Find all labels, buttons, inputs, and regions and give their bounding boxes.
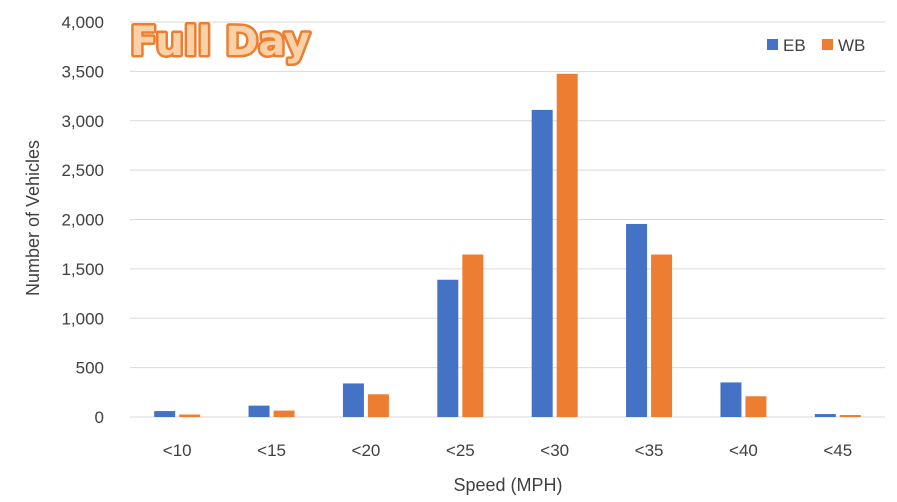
- bar-eb-2: [342, 383, 364, 417]
- x-tick-label: <10: [163, 441, 192, 460]
- bar-eb-6: [720, 382, 742, 417]
- bar-wb-1: [273, 410, 295, 417]
- bar-wb-4: [556, 73, 578, 417]
- x-tick-label: <15: [257, 441, 286, 460]
- y-tick-label: 3,000: [61, 112, 104, 131]
- legend-label-eb: EB: [783, 36, 806, 55]
- x-axis-ticks: <10 <15 <20 <25 <30 <35 <40 <45: [163, 441, 852, 460]
- bar-wb-2: [367, 394, 389, 417]
- legend-swatch-wb: [822, 39, 833, 50]
- y-tick-label: 3,500: [61, 62, 104, 81]
- bar-wb-3: [462, 254, 484, 417]
- bar-eb-5: [626, 223, 648, 417]
- y-tick-label: 2,500: [61, 161, 104, 180]
- x-tick-label: <45: [823, 441, 852, 460]
- y-tick-label: 1,000: [61, 309, 104, 328]
- y-tick-label: 2,000: [61, 211, 104, 230]
- bar-eb-0: [154, 411, 176, 417]
- legend-swatch-eb: [767, 39, 778, 50]
- bar-wb-5: [651, 254, 673, 417]
- bars: [154, 73, 861, 417]
- chart-title: Full Day: [130, 19, 310, 65]
- gridlines: [130, 21, 885, 418]
- x-tick-label: <25: [446, 441, 475, 460]
- y-tick-label: 1,500: [61, 260, 104, 279]
- bar-wb-7: [839, 415, 861, 417]
- x-tick-label: <20: [352, 441, 381, 460]
- x-tick-label: <35: [635, 441, 664, 460]
- x-tick-label: <30: [540, 441, 569, 460]
- y-tick-label: 500: [76, 359, 104, 378]
- legend: EB WB: [767, 36, 865, 55]
- y-tick-label: 0: [95, 408, 104, 427]
- legend-label-wb: WB: [838, 36, 865, 55]
- x-axis-title: Speed (MPH): [453, 475, 562, 495]
- y-axis-title: Number of Vehicles: [23, 140, 43, 296]
- bar-wb-0: [179, 414, 201, 417]
- bar-eb-3: [437, 279, 459, 417]
- x-tick-label: <40: [729, 441, 758, 460]
- bar-eb-4: [531, 109, 553, 417]
- bar-eb-7: [814, 414, 836, 417]
- y-tick-label: 4,000: [61, 13, 104, 32]
- y-axis-ticks: 0 500 1,000 1,500 2,000 2,500 3,000 3,500 4,000: [61, 13, 104, 427]
- bar-wb-6: [745, 396, 767, 417]
- bar-eb-1: [248, 405, 270, 417]
